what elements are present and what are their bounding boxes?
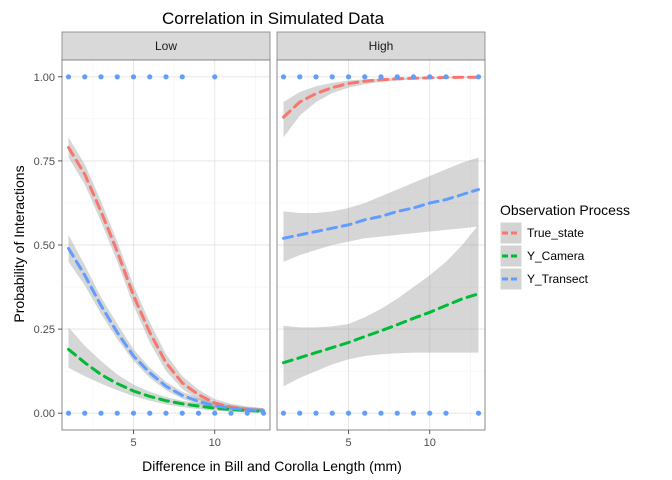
y-tick-label: 0.75 xyxy=(34,156,55,168)
strip-background xyxy=(61,31,271,61)
data-point xyxy=(313,74,319,80)
legend-label: Y_Camera xyxy=(527,249,585,263)
data-point xyxy=(82,410,88,416)
ribbon-true-state xyxy=(68,137,264,413)
data-point xyxy=(212,74,218,80)
y-axis-title: Probability of Interactions xyxy=(11,165,27,322)
data-point xyxy=(362,410,368,416)
data-point xyxy=(130,74,137,80)
y-tick-label: 0.50 xyxy=(34,240,55,252)
strip-label: Low xyxy=(155,39,177,53)
strip-background xyxy=(276,31,486,61)
x-tick-label: 5 xyxy=(345,437,351,449)
ribbon-y-camera xyxy=(283,224,479,387)
legend-item-y-camera: Y_Camera xyxy=(499,244,585,268)
data-point xyxy=(260,410,267,416)
data-point xyxy=(410,410,417,416)
data-point xyxy=(443,74,449,80)
x-axis-title: Difference in Bill and Corolla Length (m… xyxy=(142,458,402,474)
data-point xyxy=(313,410,319,416)
data-point xyxy=(475,74,482,80)
data-point xyxy=(345,410,352,416)
data-point xyxy=(394,410,400,416)
chart-title: Correlation in Simulated Data xyxy=(162,9,385,28)
y-tick-label: 0.00 xyxy=(34,408,55,420)
data-point xyxy=(179,74,185,80)
data-point xyxy=(394,74,400,80)
legend-title: Observation Process xyxy=(500,202,630,218)
data-point xyxy=(329,74,335,80)
legend: Observation Process True_state Y_Camera Y_T… xyxy=(499,202,630,291)
data-point xyxy=(244,410,250,416)
data-point xyxy=(410,74,417,80)
data-point xyxy=(345,74,352,80)
data-point xyxy=(212,410,218,416)
legend-item-y-transect: Y_Transect xyxy=(499,267,589,291)
panel-border xyxy=(276,59,486,431)
x-tick-label: 10 xyxy=(424,437,436,449)
data-point xyxy=(297,74,303,80)
legend-label: Y_Transect xyxy=(527,272,589,286)
series-line-y-transect xyxy=(67,246,265,413)
series-line-y-camera xyxy=(67,347,265,413)
data-point xyxy=(163,410,169,416)
data-point xyxy=(163,74,169,80)
data-point xyxy=(98,410,104,416)
data-point xyxy=(179,410,185,416)
data-point xyxy=(130,410,137,416)
y-tick-label: 0.25 xyxy=(34,324,55,336)
ribbon-y-transect xyxy=(68,234,264,413)
data-point xyxy=(427,74,433,80)
series-line-y-transect xyxy=(282,188,480,240)
data-point xyxy=(475,410,482,416)
data-point xyxy=(147,410,153,416)
ribbon-true-state xyxy=(283,76,479,138)
ribbon-y-camera xyxy=(68,327,264,413)
data-point xyxy=(427,410,433,416)
data-point xyxy=(114,74,120,80)
data-point xyxy=(280,74,287,80)
data-point xyxy=(362,74,368,80)
data-point xyxy=(195,410,202,416)
data-point xyxy=(228,410,234,416)
panel-high: High 5 10 xyxy=(276,31,486,449)
data-point xyxy=(329,410,335,416)
panels-group: Low 5 10 High 5 10 xyxy=(61,31,486,449)
ribbon-y-transect xyxy=(283,157,479,262)
series-line-y-camera xyxy=(282,292,480,365)
data-point xyxy=(378,410,384,416)
y-tick-label: 1.00 xyxy=(34,72,55,84)
data-point xyxy=(98,74,104,80)
data-point xyxy=(280,410,287,416)
data-point xyxy=(114,410,120,416)
data-point xyxy=(82,74,88,80)
data-point xyxy=(443,410,449,416)
panel-low: Low 5 10 xyxy=(61,31,271,449)
y-axis: 0.00 0.25 0.50 0.75 1.00 xyxy=(34,72,62,420)
legend-label: True_state xyxy=(527,226,584,240)
x-tick-label: 5 xyxy=(130,437,136,449)
data-point xyxy=(65,74,72,80)
data-point xyxy=(378,74,384,80)
strip-label: High xyxy=(369,39,394,53)
x-tick-label: 10 xyxy=(209,437,221,449)
data-point xyxy=(297,410,303,416)
data-point xyxy=(65,410,72,416)
legend-item-true-state: True_state xyxy=(499,221,584,245)
data-point xyxy=(147,74,153,80)
